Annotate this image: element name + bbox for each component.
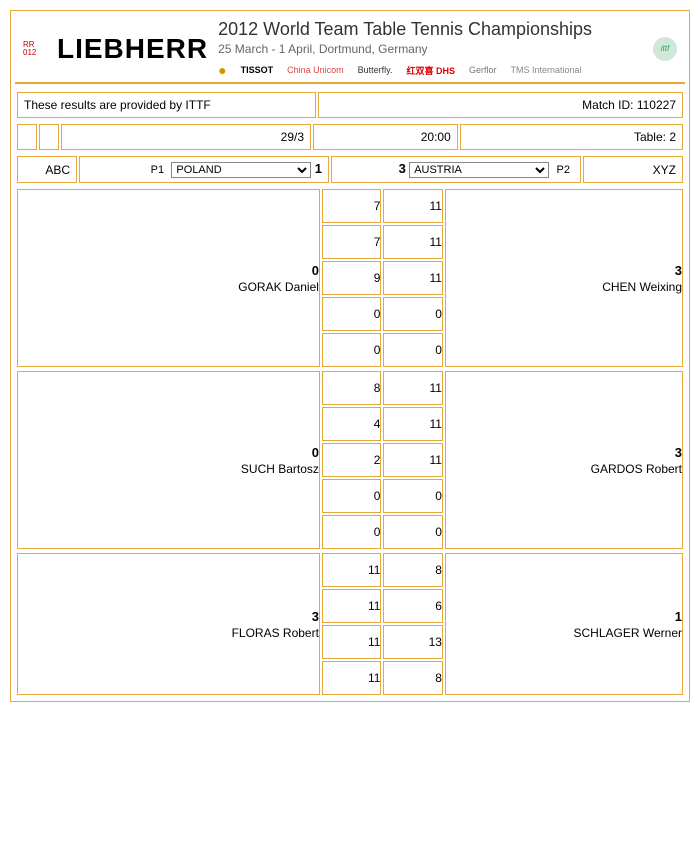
- sponsor-butterfly: Butterfly.: [358, 65, 393, 75]
- table-number: 2: [669, 130, 676, 144]
- xyz-label: XYZ: [583, 156, 683, 183]
- match-date: 29/3: [61, 124, 311, 150]
- match-id-cell: Match ID: 110227: [318, 92, 683, 118]
- game-score-p1: 7: [322, 189, 382, 223]
- abc-label: ABC: [17, 156, 77, 183]
- p2-label: P2: [553, 164, 574, 176]
- player2-sets: 1: [446, 609, 682, 624]
- game-score-p2: 13: [383, 625, 443, 659]
- match-time: 20:00: [313, 124, 458, 150]
- ittf-logo: ittf: [653, 37, 677, 61]
- game-score-p1: 11: [322, 625, 382, 659]
- team1-score: 1: [315, 161, 322, 176]
- player2-cell: 3 CHEN Weixing: [445, 189, 683, 367]
- sponsor-gerflor: Gerflor: [469, 65, 497, 75]
- player1-cell: 0 GORAK Daniel: [17, 189, 320, 367]
- empty-cell: [17, 124, 37, 150]
- game-score-p1: 9: [322, 261, 382, 295]
- game-score-p1: 11: [322, 553, 382, 587]
- team2-score: 3: [399, 161, 406, 176]
- game-score-p1: 0: [322, 297, 382, 331]
- game-score-p2: 6: [383, 589, 443, 623]
- game-score-p1: 8: [322, 371, 382, 405]
- sponsor-row: ● TISSOT China Unicom Butterfly. 红双喜 DHS…: [218, 62, 643, 78]
- game-score-p2: 0: [383, 515, 443, 549]
- player1-sets: 0: [18, 445, 319, 460]
- player1-cell: 3 FLORAS Robert: [17, 553, 320, 695]
- match-table-cell: Table: 2: [460, 124, 683, 150]
- team2-select[interactable]: AUSTRIA: [409, 162, 549, 178]
- game-score-p2: 0: [383, 297, 443, 331]
- p1-label: P1: [147, 164, 168, 176]
- match-id-value: 110227: [637, 98, 676, 112]
- game-score-p2: 0: [383, 479, 443, 513]
- player1-name: GORAK Daniel: [238, 280, 319, 294]
- game-score-p2: 11: [383, 261, 443, 295]
- player1-sets: 3: [18, 609, 319, 624]
- game-score-p2: 11: [383, 189, 443, 223]
- event-title: 2012 World Team Table Tennis Championshi…: [218, 19, 643, 40]
- game-score-p1: 7: [322, 225, 382, 259]
- table-label: Table:: [634, 130, 669, 144]
- player2-name: CHEN Weixing: [602, 280, 682, 294]
- header-right: 2012 World Team Table Tennis Championshi…: [218, 19, 643, 78]
- team1-select[interactable]: POLAND: [171, 162, 311, 178]
- game-score-p2: 11: [383, 371, 443, 405]
- sponsor-tms: TMS International: [511, 65, 582, 75]
- empty-cell: [39, 124, 59, 150]
- sponsor-tissot: TISSOT: [241, 65, 274, 75]
- game-score-p2: 8: [383, 661, 443, 695]
- player2-sets: 3: [446, 263, 682, 278]
- team2-cell: 3 AUSTRIA P2: [331, 156, 581, 183]
- info-row-2: 29/3 20:00 Table: 2: [15, 122, 685, 152]
- game-score-p1: 2: [322, 443, 382, 477]
- event-dates: 25 March - 1 April, Dortmund, Germany: [218, 42, 643, 56]
- game-score-p1: 4: [322, 407, 382, 441]
- game-score-p2: 11: [383, 225, 443, 259]
- match-block: 3FLORAS Robert1181SCHLAGER Werner1161113…: [15, 551, 685, 697]
- player1-sets: 0: [18, 263, 319, 278]
- player1-cell: 0 SUCH Bartosz: [17, 371, 320, 549]
- game-score-p2: 8: [383, 553, 443, 587]
- sponsor-dhs: 红双喜 DHS: [407, 64, 456, 77]
- team-row: ABC P1 POLAND 1 3 AUSTRIA P2 XYZ: [15, 154, 685, 185]
- brand-logo: LIEBHERR: [57, 33, 208, 65]
- game-score-p1: 11: [322, 589, 382, 623]
- player2-name: GARDOS Robert: [591, 462, 682, 476]
- player2-cell: 1 SCHLAGER Werner: [445, 553, 683, 695]
- match-block: 0GORAK Daniel7113CHEN Weixing7119110000: [15, 187, 685, 369]
- page-frame: RR 012 LIEBHERR 2012 World Team Table Te…: [10, 10, 690, 702]
- game-score-p2: 11: [383, 443, 443, 477]
- team1-cell: P1 POLAND 1: [79, 156, 329, 183]
- matches-container: 0GORAK Daniel7113CHEN Weixing71191100000…: [15, 187, 685, 697]
- game-score-p1: 0: [322, 479, 382, 513]
- rr-code: RR 012: [23, 41, 47, 57]
- game-score-p2: 11: [383, 407, 443, 441]
- game-score-p1: 0: [322, 333, 382, 367]
- player2-name: SCHLAGER Werner: [574, 626, 682, 640]
- event-header: RR 012 LIEBHERR 2012 World Team Table Te…: [15, 15, 685, 84]
- sponsor-unicom: China Unicom: [287, 65, 344, 75]
- match-block: 0SUCH Bartosz8113GARDOS Robert4112110000: [15, 369, 685, 551]
- game-score-p2: 0: [383, 333, 443, 367]
- player2-cell: 3 GARDOS Robert: [445, 371, 683, 549]
- game-score-p1: 0: [322, 515, 382, 549]
- player1-name: SUCH Bartosz: [241, 462, 319, 476]
- match-id-label: Match ID:: [582, 98, 637, 112]
- results-provided-by: These results are provided by ITTF: [17, 92, 316, 118]
- player2-sets: 3: [446, 445, 682, 460]
- player1-name: FLORAS Robert: [232, 626, 319, 640]
- info-row-1: These results are provided by ITTF Match…: [15, 90, 685, 120]
- game-score-p1: 11: [322, 661, 382, 695]
